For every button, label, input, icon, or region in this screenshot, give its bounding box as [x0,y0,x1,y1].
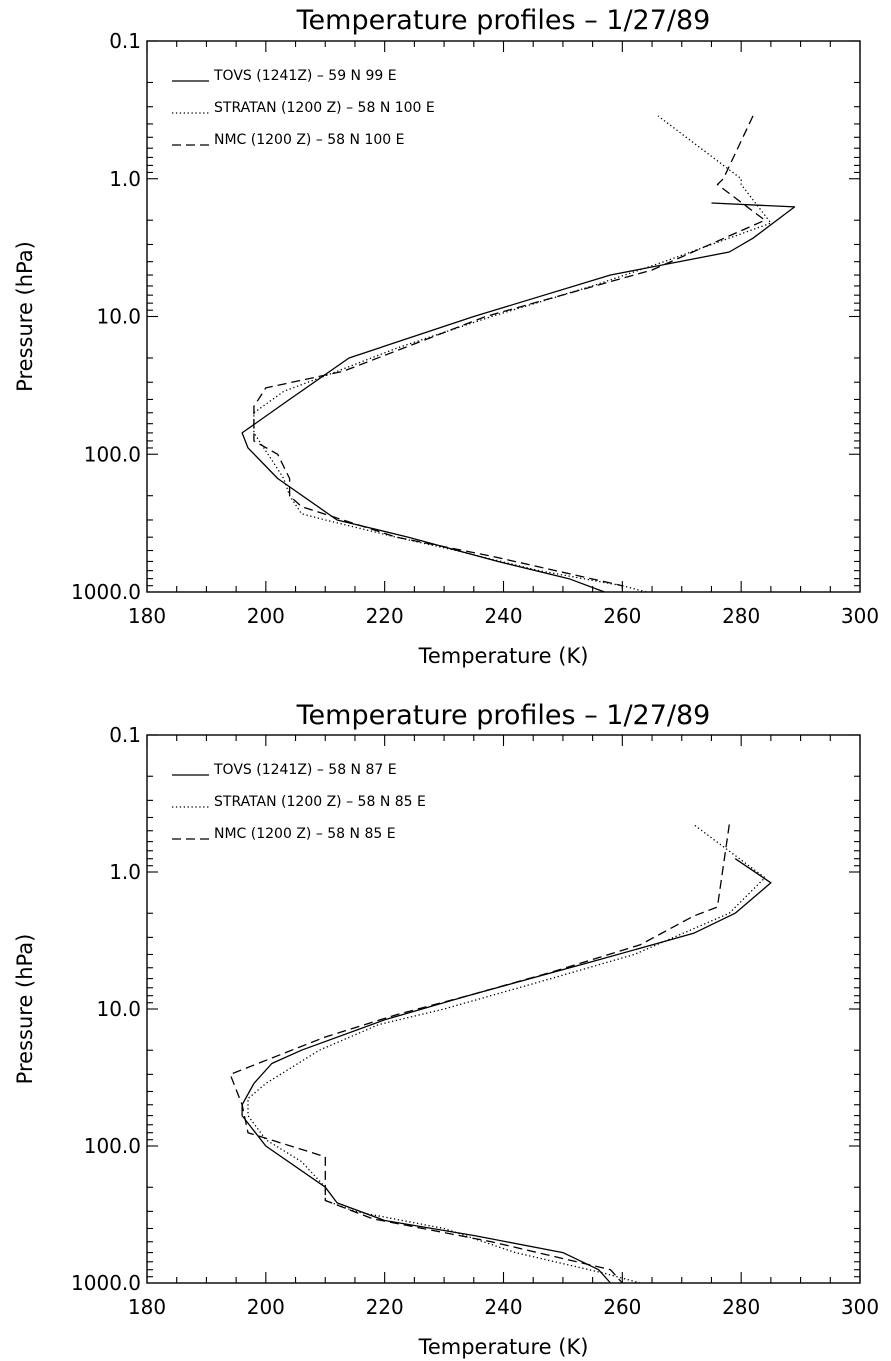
y-tick-label: 10.0 [96,305,141,329]
series-line-dashed [253,115,766,592]
x-tick-label: 280 [722,604,760,628]
legend-label: STRATAN (1200 Z) – 58 N 85 E [214,794,426,810]
x-axis-title: Temperature (K) [418,1335,589,1359]
series-line-dotted [247,823,766,1284]
legend: TOVS (1241Z) – 58 N 87 E STRATAN (1200 Z)… [172,762,426,842]
legend-label: NMC (1200 Z) – 58 N 85 E [214,826,396,842]
legend: TOVS (1241Z) – 59 N 99 E STRATAN (1200 Z)… [172,68,435,148]
x-tick-label: 240 [484,1295,522,1319]
x-tick-label: 260 [603,604,641,628]
y-tick-label: 100.0 [84,442,141,466]
x-tick-label: 280 [722,1295,760,1319]
chart-title: Temperature profiles – 1/27/89 [296,700,711,731]
plot-frame [146,734,861,1284]
x-axis-title: Temperature (K) [418,644,589,668]
y-axis-title: Pressure (hPa) [13,241,37,392]
chart-top: Temperature profiles – 1/27/89 180 200 220 2… [13,5,879,668]
y-tick-label: 1000.0 [71,580,141,604]
plot-frame [146,40,861,593]
series-line-solid [241,858,772,1284]
series-line-dashed [229,824,730,1284]
x-tick-label: 240 [484,604,522,628]
x-tick-label: 300 [841,1295,879,1319]
y-tick-label: 1.0 [109,860,141,884]
x-tick-label: 180 [128,604,166,628]
x-tick-label: 200 [247,604,285,628]
y-tick-label: 1.0 [109,167,141,191]
x-tick-label: 200 [247,1295,285,1319]
series-line-dotted [253,115,772,593]
y-tick-label: 0.1 [109,723,141,747]
legend-label: TOVS (1241Z) – 59 N 99 E [213,68,397,84]
legend-label: TOVS (1241Z) – 58 N 87 E [213,762,397,778]
y-tick-label: 10.0 [96,997,141,1021]
y-tick-label: 0.1 [109,29,141,53]
chart-title: Temperature profiles – 1/27/89 [296,5,711,36]
y-tick-label: 1000.0 [71,1271,141,1295]
series-line-solid [241,202,796,593]
x-tick-label: 220 [366,1295,404,1319]
y-tick-label: 100.0 [84,1134,141,1158]
chart-bottom: Temperature profiles – 1/27/89 180 200 220 2… [13,700,879,1359]
x-tick-label: 300 [841,604,879,628]
x-tick-label: 260 [603,1295,641,1319]
legend-label: STRATAN (1200 Z) – 58 N 100 E [214,100,435,116]
y-axis-title: Pressure (hPa) [13,934,37,1085]
legend-label: NMC (1200 Z) – 58 N 100 E [214,132,404,148]
x-tick-label: 180 [128,1295,166,1319]
x-tick-label: 220 [366,604,404,628]
